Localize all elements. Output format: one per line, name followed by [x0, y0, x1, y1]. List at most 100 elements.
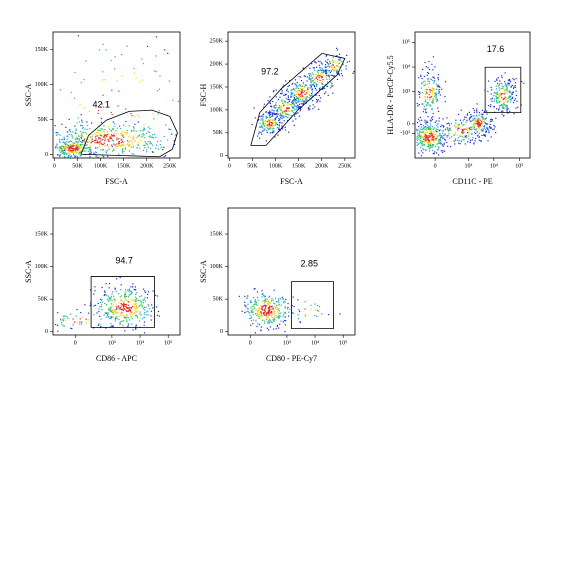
event-dot: [277, 309, 279, 311]
event-dot: [446, 134, 448, 136]
event-dot: [284, 100, 287, 102]
event-dot: [329, 62, 331, 64]
event-dot: [274, 136, 276, 138]
x-tick-label: 250K: [338, 163, 352, 169]
event-dot: [278, 128, 281, 131]
event-dot: [299, 321, 301, 324]
event-dot: [267, 320, 269, 322]
event-dot: [58, 149, 60, 151]
event-dot: [97, 302, 99, 305]
event-dot: [320, 75, 322, 77]
event-dot: [260, 311, 262, 313]
event-dot: [256, 312, 258, 315]
event-dot: [274, 104, 276, 106]
event-dot: [56, 143, 58, 145]
event-dot: [135, 306, 138, 308]
event-dot: [493, 95, 495, 97]
event-dot: [285, 93, 287, 96]
event-dot: [245, 306, 247, 308]
event-dot: [138, 320, 141, 322]
event-dot: [59, 155, 61, 157]
event-dot: [136, 130, 138, 132]
event-dot: [63, 318, 65, 320]
event-dot: [266, 126, 268, 129]
event-dot: [348, 60, 350, 62]
event-dot: [75, 146, 77, 148]
gate-percentage: 17.6: [487, 44, 505, 54]
event-dot: [421, 83, 423, 85]
event-dot: [481, 129, 483, 131]
event-dot: [475, 132, 477, 135]
event-dot: [247, 303, 249, 305]
event-dot: [420, 146, 422, 148]
event-dot: [123, 151, 125, 153]
event-dot: [259, 116, 261, 118]
event-dot: [64, 143, 66, 145]
event-dot: [265, 124, 267, 126]
event-dot: [260, 330, 262, 332]
event-dot: [514, 98, 516, 100]
event-dot: [128, 291, 130, 293]
y-tick-label: 0: [220, 153, 223, 159]
event-dot: [112, 310, 115, 312]
event-dot: [264, 295, 266, 297]
x-tick-label: 100K: [94, 163, 108, 169]
event-dot: [270, 106, 272, 108]
event-dot: [150, 315, 152, 317]
event-dot: [315, 94, 318, 96]
event-dot: [438, 130, 441, 132]
event-dot: [131, 291, 133, 293]
event-dot: [297, 84, 299, 87]
event-dot: [116, 278, 118, 280]
event-dot: [428, 68, 431, 71]
event-dot: [440, 141, 442, 143]
event-dot: [422, 111, 424, 113]
event-dot: [506, 101, 508, 103]
event-dot: [418, 138, 420, 140]
event-dot: [147, 146, 149, 148]
event-dot: [83, 144, 85, 146]
event-dot: [111, 305, 113, 307]
event-dot: [268, 114, 270, 116]
event-dot: [434, 134, 436, 136]
event-dot: [104, 144, 106, 147]
event-dot: [79, 318, 81, 320]
event-dot: [316, 85, 318, 87]
event-dot: [454, 125, 456, 127]
event-dot: [484, 117, 487, 120]
event-dot: [433, 135, 435, 138]
event-dot: [481, 115, 483, 118]
event-dot: [346, 61, 348, 63]
event-dot: [128, 307, 130, 309]
event-dot: [62, 152, 64, 154]
event-dot: [420, 142, 422, 144]
event-dot: [98, 138, 100, 140]
event-dot: [95, 155, 97, 157]
event-dot: [158, 315, 160, 317]
event-dot: [87, 312, 90, 314]
event-dot: [57, 133, 59, 136]
event-dot: [264, 304, 266, 306]
event-dot: [144, 144, 146, 146]
event-dot: [75, 145, 78, 148]
event-dot: [479, 122, 481, 124]
event-dot: [496, 93, 498, 95]
event-dot: [312, 79, 314, 81]
event-dot: [268, 307, 270, 309]
event-dot: [480, 122, 483, 125]
event-dot: [106, 133, 108, 135]
event-dot: [141, 305, 144, 307]
event-dot: [106, 313, 108, 315]
event-dot: [108, 148, 110, 150]
event-dot: [140, 137, 142, 139]
event-dot: [324, 70, 327, 72]
event-dot: [311, 92, 313, 95]
event-dot: [493, 100, 496, 102]
event-dot: [455, 119, 457, 121]
event-dot: [262, 121, 264, 123]
event-dot: [295, 118, 297, 120]
event-dot: [500, 100, 502, 102]
event-dot: [311, 83, 313, 85]
event-dot: [490, 127, 492, 129]
y-tick-label: 0: [220, 329, 223, 335]
